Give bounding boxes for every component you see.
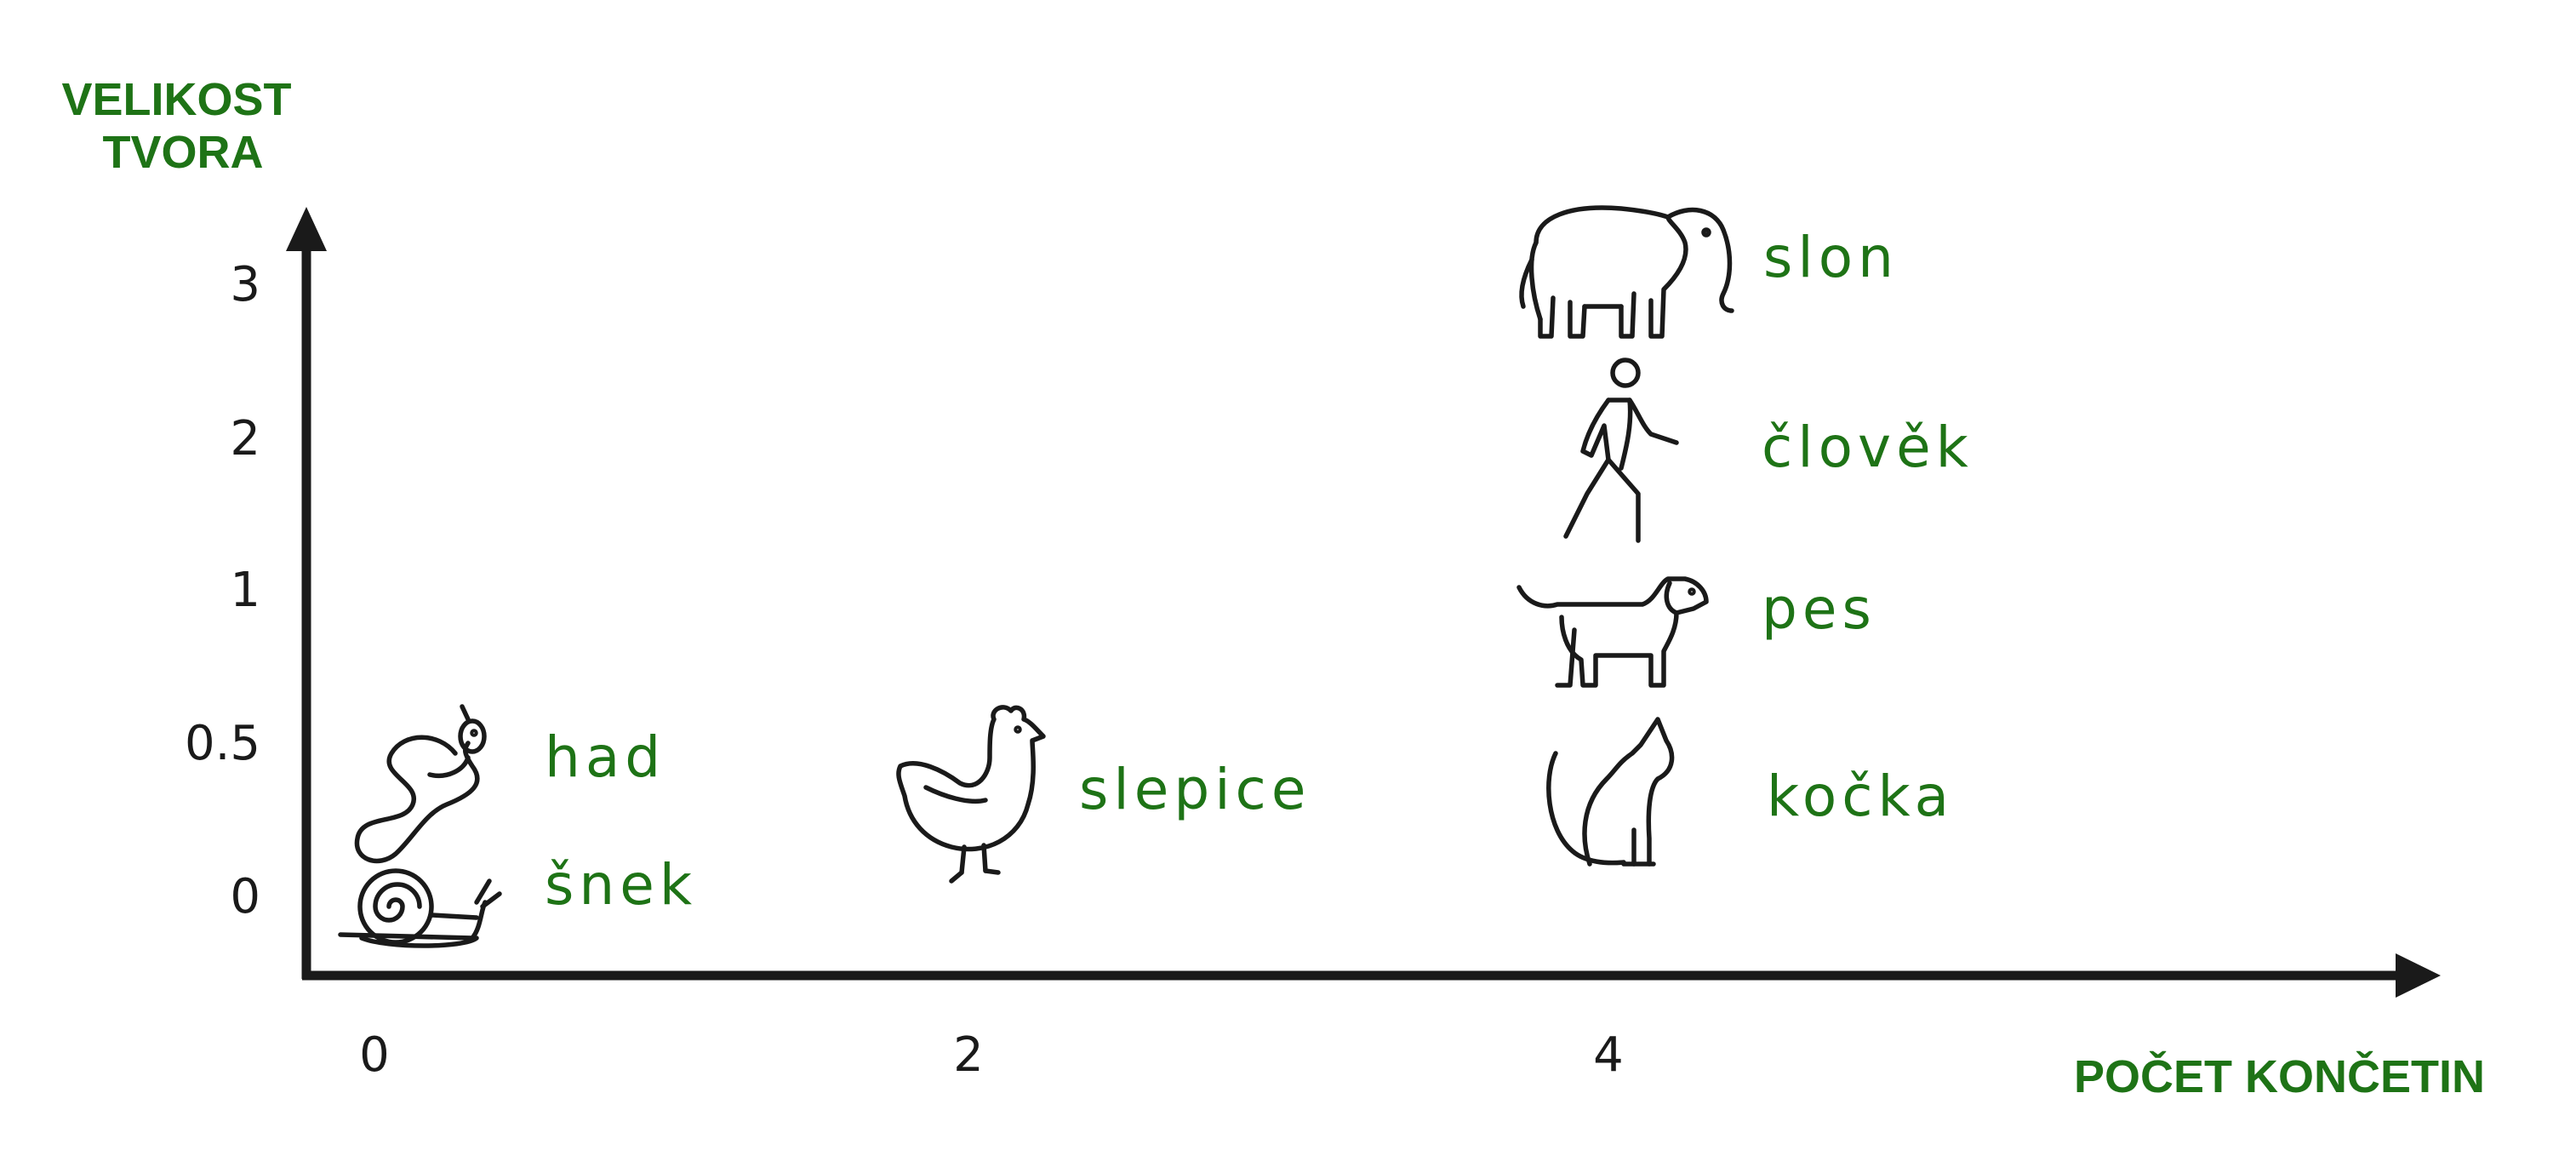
- y-axis-title: VELIKOST TVORA: [61, 74, 304, 178]
- y-tick-label: 3: [230, 257, 260, 312]
- x-tick-labels: 0 2 4: [359, 1027, 1624, 1083]
- label-elephant: slon: [1763, 225, 1899, 290]
- label-cat: kočka: [1767, 764, 1954, 829]
- x-tick-label: 0: [359, 1027, 390, 1083]
- person-walking-icon: [1563, 358, 1679, 543]
- y-tick-label: 1: [230, 563, 260, 618]
- x-tick-label: 4: [1593, 1027, 1624, 1083]
- x-axis: [302, 953, 2441, 998]
- snake-icon: [354, 704, 487, 864]
- y-tick-labels: 0 0.5 1 2 3: [185, 257, 260, 924]
- label-chicken: slepice: [1079, 757, 1311, 822]
- x-tick-label: 2: [953, 1027, 984, 1083]
- elephant-icon: [1519, 205, 1734, 339]
- y-tick-label: 0.5: [185, 716, 260, 771]
- x-axis-title: POČET KONČETIN: [2074, 1050, 2485, 1102]
- label-person-walking: člověk: [1762, 415, 1973, 480]
- cat-icon: [1546, 717, 1675, 867]
- y-tick-label: 2: [230, 411, 260, 466]
- y-tick-label: 0: [230, 869, 260, 924]
- dog-icon: [1516, 576, 1709, 688]
- animal-icons: [338, 205, 1734, 948]
- label-snail: šnek: [545, 852, 697, 918]
- animal-labels: šnek had slepice kočka pes člověk slon: [545, 225, 1973, 918]
- label-snake: had: [545, 724, 665, 790]
- chicken-icon: [896, 705, 1046, 884]
- snail-icon: [338, 868, 502, 948]
- label-dog: pes: [1762, 576, 1876, 642]
- y-axis: [286, 207, 327, 979]
